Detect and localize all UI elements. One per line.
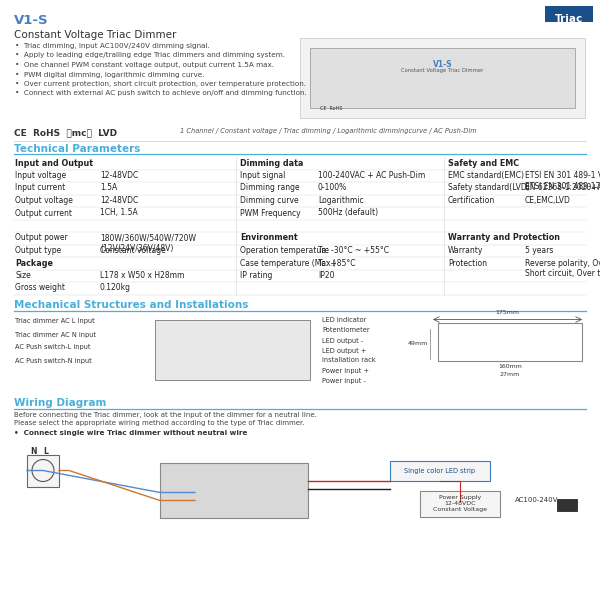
Bar [310,48,575,108]
Text: Logarithmic: Logarithmic [318,196,364,205]
Text: CE  RoHS  ⧸mc⧹  LVD: CE RoHS ⧸mc⧹ LVD [14,128,117,137]
Text: EMC standard(EMC): EMC standard(EMC) [448,171,524,180]
Text: Technical Parameters: Technical Parameters [14,144,140,154]
Text: •  One channel PWM constant voltage output, output current 1.5A max.: • One channel PWM constant voltage outpu… [15,62,274,68]
Text: Before connecting the Triac dimmer, look at the input of the dimmer for a neutra: Before connecting the Triac dimmer, look… [14,413,317,419]
Text: Size: Size [15,271,31,280]
Text: Safety standard(LVD): Safety standard(LVD) [448,184,530,193]
Text: Constant Voltage Triac Dimmer: Constant Voltage Triac Dimmer [14,30,176,40]
Text: Mechanical Structures and Installations: Mechanical Structures and Installations [14,301,248,311]
Bar [557,499,577,511]
Text: Package: Package [15,259,53,268]
Text: •  PWM digital dimming, logarithmic dimming curve.: • PWM digital dimming, logarithmic dimmi… [15,71,205,77]
Text: LED indicator: LED indicator [322,317,367,323]
Text: V1-S: V1-S [433,60,452,69]
Text: Input signal: Input signal [240,171,286,180]
Text: Potentiometer: Potentiometer [322,328,370,334]
Text: •  Over current protection, short circuit protection, over temperature protectio: • Over current protection, short circuit… [15,81,306,87]
Text: Warranty and Protection: Warranty and Protection [448,233,560,242]
Text: Dimming range: Dimming range [240,184,299,193]
Text: 27mm: 27mm [500,373,520,377]
Text: N: N [30,448,37,457]
Text: ETSI EN 301 489-1 V2.2.3
ETSI EN 301 489-17 V3.2.4: ETSI EN 301 489-1 V2.2.3 ETSI EN 301 489… [525,171,600,191]
Text: Certification: Certification [448,196,495,205]
Text: Wiring Diagram: Wiring Diagram [14,398,106,409]
Text: •  Connect single wire Triac dimmer without neutral wire: • Connect single wire Triac dimmer witho… [14,431,247,437]
Bar [390,461,490,481]
Text: LED output -: LED output - [322,337,363,343]
Text: 0-100%: 0-100% [318,184,347,193]
Text: 1 Channel / Constant voltage / Triac dimming / Logarithmic dimmingcurve / AC Pus: 1 Channel / Constant voltage / Triac dim… [180,128,477,134]
Text: Output voltage: Output voltage [15,196,73,205]
Text: Triac dimmer AC N input: Triac dimmer AC N input [15,331,96,337]
Bar [420,491,500,517]
Text: 12-48VDC: 12-48VDC [100,196,138,205]
Bar [300,38,585,118]
Text: Output type: Output type [15,246,61,255]
Text: 1.5A: 1.5A [100,184,117,193]
Text: Power input -: Power input - [322,377,366,383]
Text: Case temperature (Max.): Case temperature (Max.) [240,259,336,268]
Text: Input and Output: Input and Output [15,158,93,167]
Bar [160,463,308,517]
Text: AC Push switch-L input: AC Push switch-L input [15,344,91,350]
Text: Output power: Output power [15,233,68,242]
Text: L: L [43,448,48,457]
Text: Operation temperature: Operation temperature [240,246,329,255]
Text: Triac: Triac [555,14,583,24]
Text: Single color LED strip: Single color LED strip [404,467,476,473]
Text: Tc: +85°C: Tc: +85°C [318,259,355,268]
Text: 175mm: 175mm [496,311,520,316]
Text: AC Push switch-N input: AC Push switch-N input [15,358,92,364]
Text: Input current: Input current [15,184,65,193]
Text: Triac dimmer AC L input: Triac dimmer AC L input [15,319,95,325]
Text: Dimming data: Dimming data [240,158,304,167]
Text: 0.120kg: 0.120kg [100,283,131,292]
Bar [438,323,582,361]
Text: Reverse polarity, Over current
Short circuit, Over temperature: Reverse polarity, Over current Short cir… [525,259,600,278]
Text: CE,EMC,LVD: CE,EMC,LVD [525,196,571,205]
Text: 100-240VAC + AC Push-Dim: 100-240VAC + AC Push-Dim [318,171,425,180]
Bar [545,6,593,22]
Text: Constant Voltage Triac Dimmer: Constant Voltage Triac Dimmer [401,68,484,73]
Text: IP20: IP20 [318,271,335,280]
Text: 160mm: 160mm [498,364,522,368]
Text: L178 x W50 x H28mm: L178 x W50 x H28mm [100,271,184,280]
Bar [27,455,59,487]
Text: 180W/360W/540W/720W
(12V/24V/36V/48V): 180W/360W/540W/720W (12V/24V/36V/48V) [100,233,196,253]
Text: Power input +: Power input + [322,367,369,373]
Text: 5 years: 5 years [525,246,553,255]
Text: Constant voltage: Constant voltage [100,246,166,255]
Text: EN 62368-1:2020+A11:2020: EN 62368-1:2020+A11:2020 [525,184,600,193]
Text: V1-S: V1-S [14,14,49,27]
Text: Gross weight: Gross weight [15,283,65,292]
Text: PWM Frequency: PWM Frequency [240,208,301,217]
Text: Protection: Protection [448,259,487,268]
Text: Please select the appropriate wiring method according to the type of Triac dimme: Please select the appropriate wiring met… [14,421,305,427]
Text: Power Supply
12-48VDC
Constant Voltage: Power Supply 12-48VDC Constant Voltage [433,495,487,512]
Text: CE  RoHS: CE RoHS [320,106,343,111]
Text: 500Hz (default): 500Hz (default) [318,208,378,217]
Text: IP rating: IP rating [240,271,272,280]
Bar [155,319,310,379]
Text: 1CH, 1.5A: 1CH, 1.5A [100,208,138,217]
Text: •  Triac dimming, input AC100V/240V dimming signal.: • Triac dimming, input AC100V/240V dimmi… [15,43,210,49]
Text: •  Apply to leading edge/trailing edge Triac dimmers and dimming system.: • Apply to leading edge/trailing edge Tr… [15,52,285,58]
Text: Safety and EMC: Safety and EMC [448,158,519,167]
Text: AC100-240V: AC100-240V [515,497,559,503]
Text: Installation rack: Installation rack [322,358,376,364]
Text: Ta: -30°C ~ +55°C: Ta: -30°C ~ +55°C [318,246,389,255]
Text: 49mm: 49mm [408,341,428,346]
Text: Warranty: Warranty [448,246,484,255]
Text: LED output +: LED output + [322,347,367,353]
Text: Input voltage: Input voltage [15,171,66,180]
Text: •  Connect with external AC push switch to achieve on/off and dimming function.: • Connect with external AC push switch t… [15,91,307,97]
Text: Dimming curve: Dimming curve [240,196,299,205]
Text: Output current: Output current [15,208,72,217]
Text: 12-48VDC: 12-48VDC [100,171,138,180]
Text: Environment: Environment [240,233,298,242]
